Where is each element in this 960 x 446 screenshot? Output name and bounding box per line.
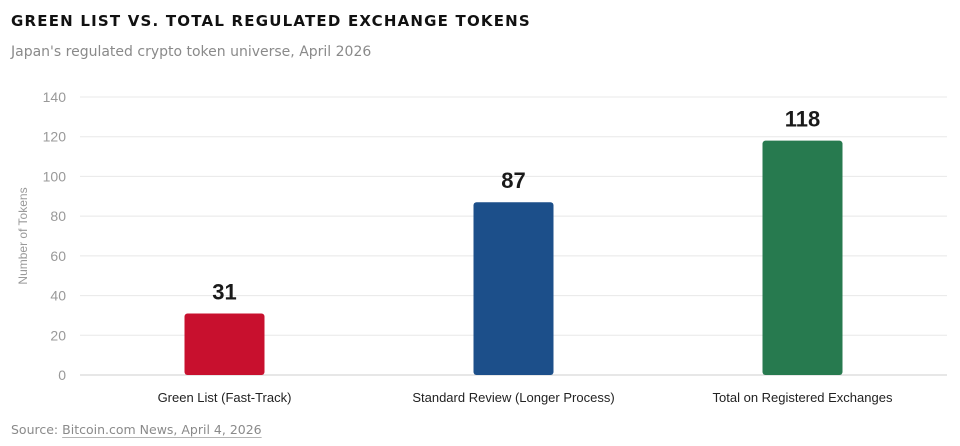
y-tick-label: 60	[50, 248, 66, 264]
y-tick-label: 80	[50, 208, 66, 224]
y-tick-label: 120	[43, 129, 67, 145]
x-tick-label: Total on Registered Exchanges	[713, 390, 893, 405]
y-tick-label: 20	[50, 327, 66, 343]
x-tick-label: Green List (Fast-Track)	[158, 390, 292, 405]
bar[interactable]	[184, 313, 265, 375]
chart-subtitle: Japan's regulated crypto token universe,…	[11, 44, 372, 60]
bar[interactable]	[473, 202, 554, 375]
data-label: 87	[501, 168, 525, 193]
y-axis-ticks: 0 20 40 60 80 100 120 140	[43, 89, 67, 383]
source-link[interactable]: Bitcoin.com News, April 4, 2026	[62, 422, 262, 437]
source-line: Source: Bitcoin.com News, April 4, 2026	[11, 422, 262, 437]
data-label: 118	[785, 107, 821, 132]
source-label: Source:	[11, 422, 59, 437]
x-tick-label: Standard Review (Longer Process)	[412, 390, 614, 405]
y-tick-label: 0	[58, 367, 66, 383]
data-labels: 31 87 118	[212, 107, 820, 305]
bar[interactable]	[762, 140, 843, 375]
x-axis-ticks: Green List (Fast-Track) Standard Review (…	[158, 390, 893, 405]
y-tick-label: 40	[50, 288, 66, 304]
bars	[184, 140, 843, 375]
data-label: 31	[212, 279, 236, 304]
y-tick-label: 140	[43, 89, 67, 105]
chart-title: GREEN LIST VS. TOTAL REGULATED EXCHANGE …	[11, 12, 531, 30]
y-tick-label: 100	[43, 168, 67, 184]
y-axis-title: Number of Tokens	[16, 187, 30, 284]
